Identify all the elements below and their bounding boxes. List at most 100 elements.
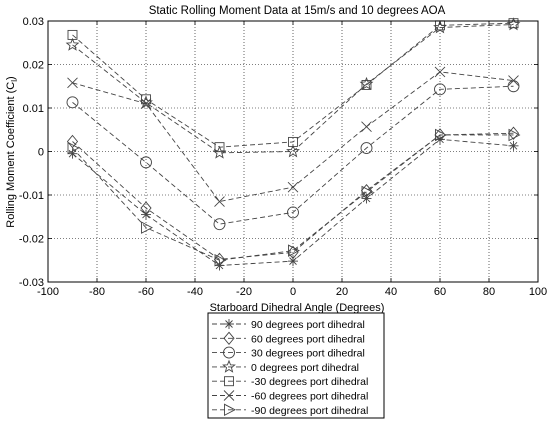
marker-shape (224, 403, 236, 417)
legend-box (207, 312, 385, 419)
data-point (140, 156, 152, 169)
x-tick-label: -20 (236, 286, 252, 298)
marker-shape (223, 346, 235, 359)
legend-label: -30 degrees port dihedral (251, 376, 368, 388)
marker-shape (214, 142, 225, 153)
data-point (288, 244, 300, 257)
marker-shape (508, 128, 521, 142)
legend-marker (223, 390, 235, 401)
marker-shape (434, 128, 446, 142)
x-tick-label: -60 (138, 286, 154, 298)
marker-shape (213, 218, 226, 231)
legend-marker (223, 331, 235, 346)
data-point (434, 83, 446, 96)
series-line-4 (72, 22, 514, 148)
marker-shape (223, 331, 235, 346)
x-tick-label: -80 (89, 286, 105, 298)
data-point (360, 142, 373, 154)
series-line-3 (72, 24, 514, 154)
y-tick-label: 0 (38, 147, 44, 159)
legend: 90 degrees port dihedral 60 degrees port … (207, 312, 385, 419)
data-point (141, 221, 153, 234)
legend-label: -60 degrees port dihedral (251, 391, 368, 403)
marker-stroke (509, 142, 518, 150)
marker-stroke (361, 121, 372, 133)
legend-marker (224, 376, 234, 387)
legend-label: -90 degrees port dihedral (251, 405, 368, 417)
data-point (66, 134, 79, 149)
legend-marker (222, 359, 236, 373)
data-point (359, 76, 374, 90)
legend-label: 30 degrees port dihedral (251, 348, 365, 360)
data-point (360, 183, 373, 198)
marker-shape (360, 183, 373, 198)
data-point (213, 218, 226, 231)
marker-shape (212, 145, 227, 159)
marker-shape (140, 156, 152, 169)
data-point (212, 145, 227, 159)
data-point (214, 254, 227, 267)
series-line-5 (72, 71, 514, 203)
marker-stroke (214, 196, 225, 207)
data-point (508, 140, 519, 151)
data-point (361, 185, 374, 199)
data-point (67, 148, 78, 159)
series-line-2 (72, 85, 514, 225)
marker-shape (361, 79, 372, 90)
marker-shape (213, 252, 226, 267)
y-axis-label-close: ) (5, 76, 17, 80)
y-tick-label: -0.02 (19, 234, 44, 246)
marker-shape (141, 221, 153, 234)
legend-marker (223, 346, 235, 359)
marker-shape (65, 37, 80, 51)
data-point (67, 141, 80, 155)
data-point (435, 134, 445, 145)
marker-shape (288, 136, 298, 147)
marker-shape (67, 141, 80, 155)
data-point (214, 196, 225, 207)
y-tick-label: 0.02 (23, 60, 44, 72)
y-axis-label: Rolling Moment Coefficient (Cl) (5, 76, 19, 227)
marker-shape (222, 359, 236, 373)
data-point (288, 256, 298, 267)
data-point (434, 66, 446, 78)
data-point (435, 128, 447, 142)
y-tick-label: -0.01 (19, 190, 44, 202)
chart-title: Static Rolling Moment Data at 15m/s and … (149, 5, 446, 17)
data-point (287, 245, 299, 260)
data-point (508, 128, 521, 142)
marker-shape (214, 254, 227, 267)
marker-shape (66, 96, 79, 109)
ticks: -100 -80 -60 -40 -20 0 20 40 60 80 100 -0.03 -0.02 -0… (19, 16, 547, 298)
marker-shape (286, 144, 300, 158)
marker-stroke (67, 77, 78, 89)
marker-shape (435, 128, 447, 142)
x-tick-label: 40 (385, 286, 397, 298)
legend-marker (224, 403, 236, 417)
marker-shape (508, 18, 519, 29)
grid (48, 21, 538, 282)
marker-shape (434, 83, 446, 96)
legend-label: 0 degrees port dihedral (251, 362, 359, 374)
data-point (214, 142, 225, 153)
marker-stroke (289, 257, 297, 265)
marker-stroke (68, 149, 77, 158)
data-point (66, 96, 79, 109)
series-line-6 (72, 134, 514, 261)
data-point (67, 77, 78, 89)
marker-stroke (223, 390, 235, 401)
data-point (434, 128, 446, 142)
marker-shape (360, 142, 373, 154)
data-point (361, 79, 372, 90)
marker-shape (507, 126, 520, 140)
marker-shape (287, 245, 299, 260)
marker-shape (67, 29, 78, 40)
marker-shape (287, 206, 299, 219)
data-point (140, 201, 152, 215)
marker-shape (140, 201, 152, 215)
series-layer (65, 17, 521, 271)
x-axis-label: Starboard Dihedral Angle (Degrees) (210, 302, 385, 314)
x-tick-label: 0 (290, 286, 296, 298)
data-point (507, 126, 520, 140)
